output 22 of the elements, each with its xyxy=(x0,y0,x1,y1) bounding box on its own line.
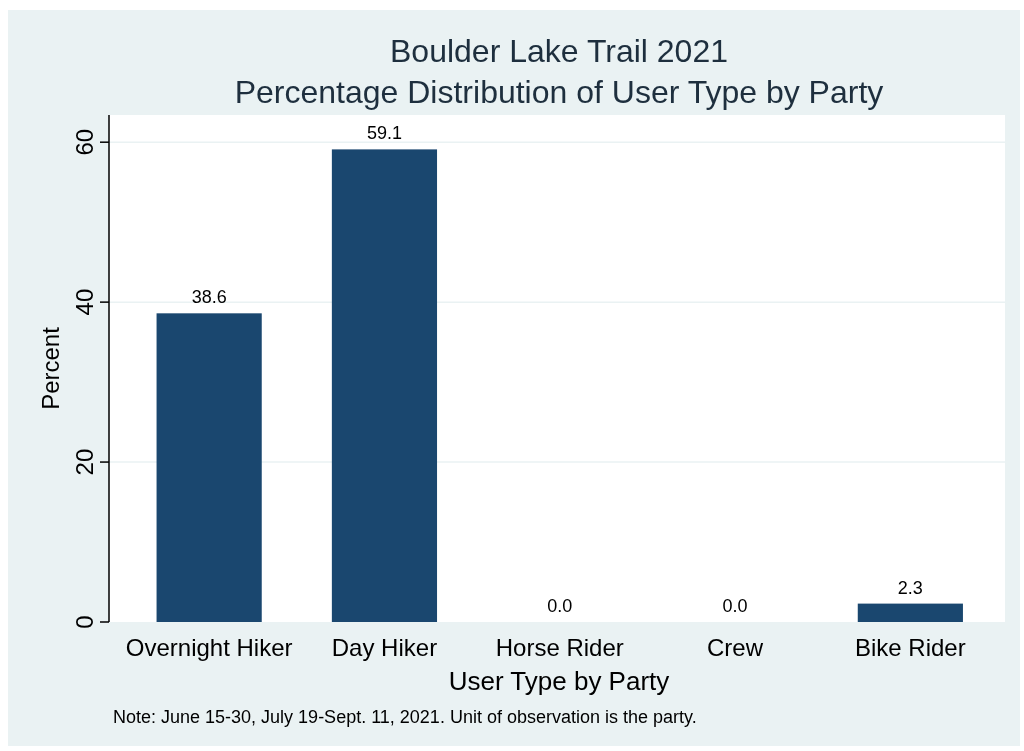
x-tick-label: Day Hiker xyxy=(331,634,438,661)
x-tick-label: Crew xyxy=(707,634,764,661)
x-tick-label: Bike Rider xyxy=(854,634,966,661)
y-axis-title: Percent xyxy=(37,326,64,410)
chart-title: Boulder Lake Trail 2021 xyxy=(390,33,728,69)
chart-subtitle: Percentage Distribution of User Type by Party xyxy=(234,74,884,110)
data-label: 0.0 xyxy=(722,596,748,616)
bar xyxy=(156,313,262,622)
y-tick-label: 60 xyxy=(71,128,98,156)
data-label: 2.3 xyxy=(897,577,923,598)
y-tick-label: 20 xyxy=(71,448,98,476)
data-label: 0.0 xyxy=(547,596,573,616)
y-tick-label: 40 xyxy=(71,288,98,316)
data-label: 59.1 xyxy=(366,123,402,144)
x-tick-label: Horse Rider xyxy=(495,634,624,661)
x-tick-label: Overnight Hiker xyxy=(125,634,293,661)
x-axis-title: User Type by Party xyxy=(448,666,670,696)
bar xyxy=(857,603,963,622)
text: Note: June 15-30, July 19-Sept. 11, 2021. Unit of observation is the party. xyxy=(113,707,697,727)
data-label: 38.6 xyxy=(191,287,227,308)
y-tick-label: 0 xyxy=(71,615,98,629)
bar xyxy=(331,149,438,622)
